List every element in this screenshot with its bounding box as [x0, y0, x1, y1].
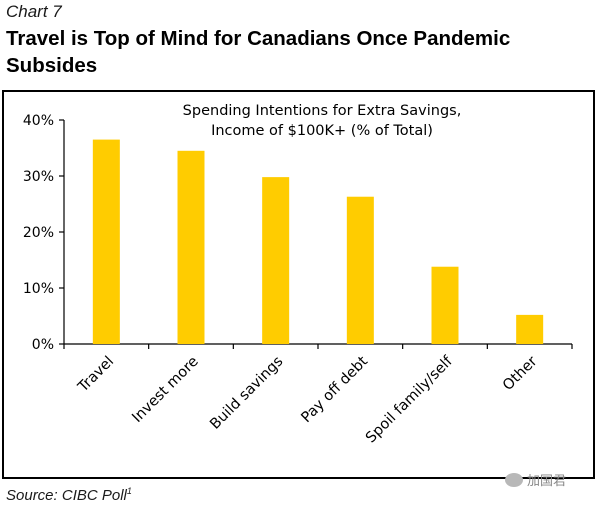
wechat-icon: [505, 472, 523, 487]
y-tick-label: 30%: [23, 169, 54, 185]
y-axis: 0% 10% 20% 30% 40%: [23, 113, 65, 353]
y-tick-label: 20%: [23, 225, 54, 241]
watermark-text: 加国君: [527, 474, 567, 489]
source-note: Source: CIBC Poll1: [6, 486, 132, 504]
chart-frame: [2, 90, 595, 479]
y-tick-label: 40%: [23, 113, 54, 129]
chart-title: Travel is Top of Mind for Canadians Once…: [6, 27, 511, 77]
x-tick-labels: Travel Invest more Build savings Pay off de…: [75, 353, 541, 446]
source-text: Source: CIBC Poll: [6, 487, 127, 504]
bar: [346, 196, 374, 344]
plot-title-line-1: Spending Intentions for Extra Savings,: [183, 103, 462, 119]
y-tick-label: 10%: [23, 281, 54, 297]
bars: [92, 139, 544, 344]
x-tick-label: Build savings: [207, 354, 286, 433]
chart-number: Chart 7: [6, 2, 62, 21]
plot-title-line-2: Income of $100K+ (% of Total): [211, 123, 433, 139]
bar: [92, 139, 120, 344]
x-tick-label: Invest more: [129, 353, 201, 425]
source-footnote-marker: 1: [126, 486, 132, 496]
y-tick-label: 0%: [32, 337, 54, 353]
x-axis: [63, 343, 573, 349]
bar: [431, 266, 459, 344]
bar: [516, 314, 544, 344]
bar: [177, 150, 205, 344]
x-tick-label: Pay off debt: [299, 353, 372, 426]
bar: [262, 177, 290, 344]
watermark: 加国君: [505, 470, 566, 489]
x-tick-label: Travel: [75, 354, 118, 397]
x-tick-label: Spoil family/self: [363, 353, 456, 446]
x-tick-label: Other: [500, 353, 540, 393]
